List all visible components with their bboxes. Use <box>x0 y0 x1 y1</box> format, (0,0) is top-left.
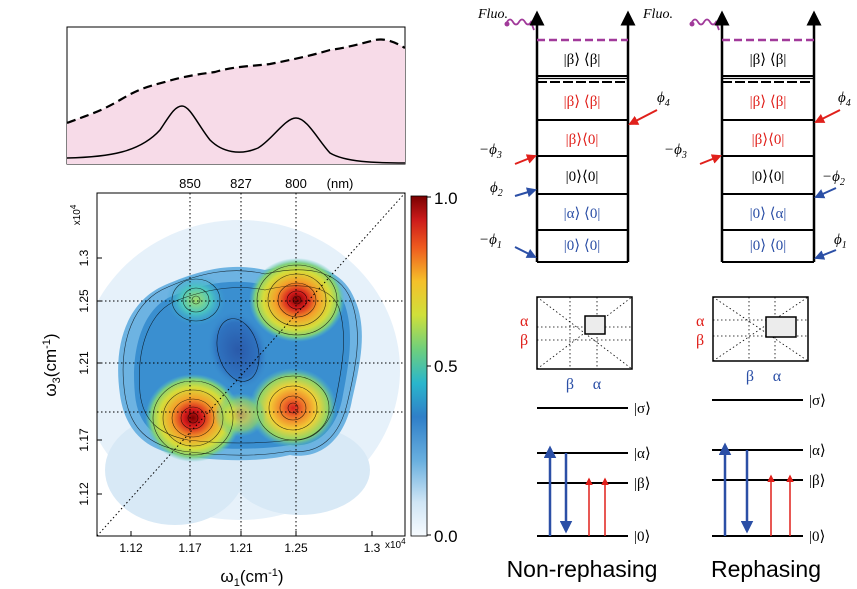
mini-map-peak-2 <box>765 316 797 338</box>
mini-map-peak <box>584 315 606 335</box>
y-tick-1.21: 1.21 <box>77 351 91 375</box>
absorption-spectrum: 850 827 800 (nm) <box>66 26 406 191</box>
map-frame <box>96 192 406 537</box>
peak-label-800: 800 <box>285 176 307 191</box>
level-00-mid: |0⟩⟨0| <box>566 169 599 185</box>
level-00-bottom: |0⟩ ⟨0| <box>564 238 600 254</box>
colorbar: 1.0 0.5 0.0 <box>410 189 458 546</box>
mini-map-alpha-x-2: α <box>773 368 782 385</box>
level-beta-2: |β⟩ <box>809 473 826 489</box>
level-beta: |β⟩ <box>634 476 651 492</box>
x-tick-1.25: 1.25 <box>284 541 308 555</box>
mini-map-alpha-y-2: α <box>696 313 705 330</box>
level-alpha: |α⟩ <box>634 446 651 462</box>
spectrum-dashed-line <box>66 38 406 125</box>
non-rephasing-diagram: Fluo. Fluo. |β⟩ ⟨β| |β⟩ ⟨β| |β⟩⟨0| |0⟩⟨0… <box>477 7 673 582</box>
peak-label-827: 827 <box>230 176 252 191</box>
colorbar-tick-0.0: 0.0 <box>434 527 458 546</box>
x-exponent: x104 <box>385 537 406 551</box>
phase-2: ϕ2 <box>490 180 503 199</box>
mini-map-alpha-x: α <box>593 376 602 393</box>
x-axis-label: ω1(cm-1) <box>220 567 283 589</box>
level-a0: |α⟩ ⟨0| <box>564 206 601 222</box>
fluo-label-left: Fluo. <box>477 7 508 22</box>
mini-map-beta-x: β <box>566 376 574 393</box>
mini-map-beta-x-2: β <box>746 368 754 385</box>
x-tick-1.3: 1.3 <box>364 541 381 555</box>
fluo-wavy-line-2 <box>691 18 720 31</box>
phase-2-2: −ϕ2 <box>822 169 845 188</box>
y-tick-1.3: 1.3 <box>77 249 91 266</box>
fluo-label-right: Fluo. <box>642 7 673 22</box>
y-exponent: x104 <box>69 204 83 225</box>
level-bb-top: |β⟩ ⟨β| <box>564 52 601 68</box>
phase-1-2: ϕ1 <box>834 232 847 251</box>
spectrum-solid-line <box>66 105 406 164</box>
colorbar-gradient <box>410 195 428 537</box>
level-bb-2: |β⟩ ⟨β| <box>750 94 787 110</box>
level-bb-top-2: |β⟩ ⟨β| <box>750 52 787 68</box>
level-00-bottom-2: |0⟩ ⟨0| <box>750 238 786 254</box>
colorbar-tick-0.5: 0.5 <box>434 357 458 376</box>
fluo-wavy-line <box>506 18 535 31</box>
level-0a-2: |0⟩ ⟨α| <box>750 206 787 222</box>
y-axis-label: ω3(cm-1) <box>41 333 63 396</box>
phase-3: −ϕ3 <box>479 142 502 161</box>
spectrum-unit: (nm) <box>327 176 354 191</box>
mini-map-beta-y: β <box>520 332 528 349</box>
phase-3-2: −ϕ3 <box>664 142 687 161</box>
phase-1: −ϕ1 <box>479 232 502 251</box>
level-00-mid-2: |0⟩⟨0| <box>752 169 785 185</box>
rephasing-diagram: |β⟩ ⟨β| |β⟩ ⟨β| |β⟩⟨0| |0⟩⟨0| |0⟩ ⟨α| |0… <box>664 10 851 582</box>
mini-map-alpha-y: α <box>520 313 529 330</box>
rephasing-title: Rephasing <box>711 556 821 582</box>
level-bb: |β⟩ ⟨β| <box>564 94 601 110</box>
y-tick-1.17: 1.17 <box>77 428 91 452</box>
y-tick-1.12: 1.12 <box>77 482 91 506</box>
phase-4-2: ϕ4 <box>838 90 851 109</box>
level-b0: |β⟩⟨0| <box>566 132 599 148</box>
mini-map-beta-y-2: β <box>696 332 704 349</box>
level-b0-2: |β⟩⟨0| <box>752 132 785 148</box>
level-zero: |0⟩ <box>634 529 650 545</box>
x-tick-1.12: 1.12 <box>119 541 143 555</box>
spectrum-fill <box>67 39 405 165</box>
level-zero-2: |0⟩ <box>809 529 825 545</box>
non-rephasing-title: Non-rephasing <box>507 556 658 582</box>
x-tick-1.17: 1.17 <box>178 541 202 555</box>
level-sigma-2: |σ⟩ <box>809 393 826 409</box>
level-sigma: |σ⟩ <box>634 401 651 417</box>
peak-label-850: 850 <box>179 176 201 191</box>
y-tick-1.25: 1.25 <box>77 289 91 313</box>
colorbar-tick-1.0: 1.0 <box>434 189 458 208</box>
phase-4: ϕ4 <box>657 90 670 109</box>
level-alpha-2: |α⟩ <box>809 443 826 459</box>
x-tick-1.21: 1.21 <box>229 541 253 555</box>
2d-spectrum-map: 1.3 1.25 1.21 1.17 1.12 x104 ω3(cm-1) 1.… <box>41 192 406 589</box>
